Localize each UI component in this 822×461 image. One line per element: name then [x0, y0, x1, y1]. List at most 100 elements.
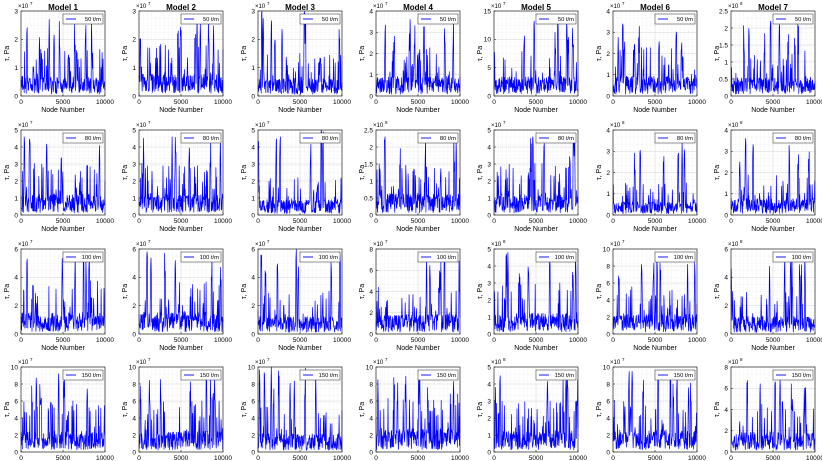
legend-label: 50 t/m: [322, 17, 338, 23]
x-tick-label: 5000: [529, 455, 544, 461]
y-tick-label: 0: [369, 212, 373, 219]
legend-label: 80 t/m: [558, 136, 574, 142]
y-tick-label: 0: [14, 331, 18, 338]
x-tick-label: 10000: [214, 99, 232, 106]
legend-label: 50 t/m: [558, 17, 574, 23]
exponent-power: 7: [385, 357, 388, 362]
column-title: Model 1: [48, 3, 78, 12]
legend-label: 50 t/m: [440, 17, 456, 23]
y-tick-label: 2: [132, 432, 136, 439]
x-tick-label: 0: [492, 218, 496, 225]
exponent-power: 7: [30, 239, 33, 244]
y-tick-label: 4: [132, 415, 136, 422]
series-line: [20, 19, 106, 95]
legend-box: [180, 13, 222, 25]
legend-box: [299, 369, 341, 381]
subplot-r2-c2: 0 5000 10000 0 1 2 3 4 5×107 Node Number τ, Pa 80 t…: [122, 120, 232, 233]
y-tick-label: 1: [14, 195, 18, 202]
y-tick-label: 0: [724, 331, 728, 338]
series-line: [138, 136, 224, 214]
subplot-r2-c4: 0 5000 10000 0 0.5 1 1.5 2 2.5×108 Node Number τ, …: [359, 120, 469, 233]
subplot-r1-c6: 0 5000 10000 0 1 2 3 4×107 Node Number τ, Pa 50 t/…: [596, 1, 706, 114]
y-tick-label: 2: [132, 37, 136, 44]
x-tick-label: 5000: [411, 455, 426, 461]
y-tick-label: 3: [132, 161, 136, 168]
exponent-power: 8: [740, 120, 743, 125]
x-tick-label: 0: [137, 218, 141, 225]
y-axis-label: τ, Pa: [241, 284, 248, 299]
subplot-r2-c3: 0 5000 10000 0 1 2 3 4 5×107 Node Number τ, Pa 80 t…: [241, 120, 351, 233]
x-tick-label: 0: [374, 455, 378, 461]
x-axis-label: Node Number: [159, 345, 203, 352]
x-tick-label: 0: [611, 337, 615, 344]
x-axis-label: Node Number: [396, 107, 440, 114]
subplot-r3-c5: 0 5000 10000 0 1 2 3 4 5×108 Node Number τ, Pa 100 …: [477, 239, 587, 352]
legend-label: 150 t/m: [674, 373, 694, 379]
y-tick-label: 8: [369, 246, 373, 253]
y-tick-label: 0: [606, 449, 610, 456]
y-axis-label: τ, Pa: [714, 402, 721, 417]
x-tick-label: 0: [256, 337, 260, 344]
legend-label: 50 t/m: [795, 17, 811, 23]
series-line: [612, 261, 698, 333]
legend-box: [180, 251, 222, 263]
x-axis-label: Node Number: [278, 107, 322, 114]
y-tick-label: 4: [487, 381, 491, 388]
x-axis-label: Node Number: [41, 107, 85, 114]
y-axis-label: τ, Pa: [241, 165, 248, 180]
y-tick-label: 0: [251, 93, 255, 100]
y-tick-label: 6: [251, 246, 255, 253]
exponent-power: 7: [385, 239, 388, 244]
y-tick-label: 6: [724, 246, 728, 253]
y-tick-label: 4: [606, 415, 610, 422]
subplot-r3-c4: 0 5000 10000 0 2 4 6 8×107 Node Number τ, Pa 100 t…: [359, 239, 469, 352]
y-tick-label: 5: [487, 246, 491, 253]
x-tick-label: 0: [729, 455, 733, 461]
y-axis-label: τ, Pa: [477, 46, 484, 61]
exponent-power: 7: [267, 1, 270, 6]
y-tick-label: 6: [369, 398, 373, 405]
y-tick-label: 1: [487, 314, 491, 321]
x-tick-label: 5000: [293, 218, 308, 225]
x-tick-label: 0: [492, 99, 496, 106]
x-axis-label: Node Number: [159, 226, 203, 233]
y-tick-label: 4: [251, 144, 255, 151]
y-tick-label: 10: [366, 364, 374, 371]
column-title: Model 7: [758, 3, 788, 12]
x-tick-label: 5000: [411, 99, 426, 106]
series-line: [138, 371, 224, 451]
exponent-power: 8: [622, 120, 625, 125]
x-tick-label: 0: [492, 455, 496, 461]
legend-box: [535, 369, 577, 381]
x-tick-label: 0: [374, 337, 378, 344]
subplot-r3-c1: 0 5000 10000 0 2 4 6×107 Node Number τ, Pa 100 t/…: [4, 239, 114, 352]
x-tick-label: 0: [256, 99, 260, 106]
y-tick-label: 1: [724, 191, 728, 198]
y-tick-label: 3: [251, 8, 255, 15]
x-tick-label: 10000: [451, 99, 469, 106]
legend-label: 150 t/m: [319, 373, 339, 379]
legend-box: [772, 369, 814, 381]
legend-label: 80 t/m: [203, 136, 219, 142]
exponent-power: 7: [503, 120, 506, 125]
y-tick-label: 4: [369, 8, 373, 15]
y-tick-label: 2: [487, 297, 491, 304]
y-tick-label: 2: [369, 51, 373, 58]
y-tick-label: 3: [369, 30, 373, 37]
x-tick-label: 10000: [214, 218, 232, 225]
x-tick-label: 5000: [293, 455, 308, 461]
legend-box: [772, 251, 814, 263]
exponent-power: 8: [740, 357, 743, 362]
y-tick-label: 3: [606, 30, 610, 37]
exponent-power: 8: [385, 120, 388, 125]
y-tick-label: 2: [251, 303, 255, 310]
y-tick-label: 0: [251, 212, 255, 219]
exponent-base: ×10: [728, 360, 739, 366]
x-tick-label: 0: [137, 455, 141, 461]
x-tick-label: 5000: [411, 337, 426, 344]
y-tick-label: 4: [14, 415, 18, 422]
y-axis-label: τ, Pa: [241, 402, 248, 417]
